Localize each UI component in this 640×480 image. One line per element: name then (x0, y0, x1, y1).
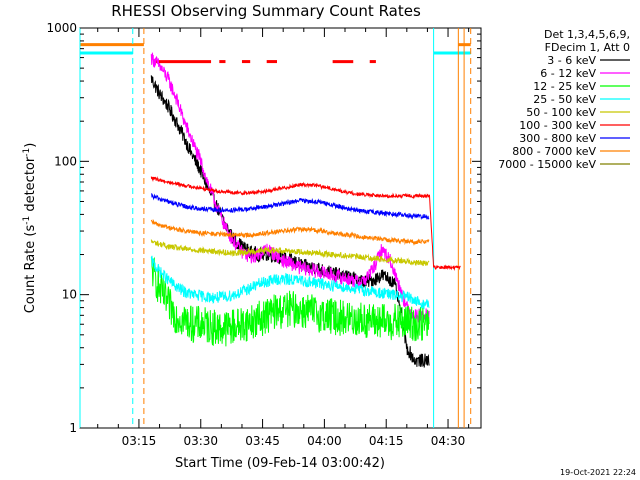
chart-title: RHESSI Observing Summary Count Rates (111, 2, 421, 20)
x-axis: 03:15 03:30 03:45 04:00 04:15 04:30 (97, 28, 470, 448)
footer-timestamp: 19-Oct-2021 22:24 (560, 468, 636, 477)
y-axis: 1 10 100 1000 (46, 21, 481, 435)
x-tick-label: 03:45 (245, 434, 280, 448)
x-tick-label: 04:15 (369, 434, 404, 448)
series-line-3 (150, 255, 430, 310)
vertical-markers (79, 28, 472, 428)
level-lines (80, 43, 471, 64)
y-tick-label: 100 (54, 154, 77, 168)
legend: Det 1,3,4,5,6,9, FDecim 1, Att 0 3 - 6 k… (498, 28, 630, 171)
legend-label: 100 - 300 keV (519, 119, 596, 132)
y-axis-label: Count Rate (s-1 detector-1) (22, 143, 38, 314)
legend-label: 6 - 12 keV (540, 67, 596, 80)
y-tick-label: 1000 (46, 21, 77, 35)
x-tick-label: 03:15 (122, 434, 157, 448)
series-line-1 (150, 52, 430, 323)
x-tick-label: 04:30 (431, 434, 466, 448)
series-line-6 (151, 193, 430, 221)
x-tick-label: 04:00 (307, 434, 342, 448)
series-line-5 (150, 176, 461, 272)
x-tick-label: 03:30 (183, 434, 218, 448)
plot-frame (79, 27, 482, 429)
series-line-7 (150, 218, 430, 246)
legend-header-line-2: FDecim 1, Att 0 (545, 41, 630, 54)
series-layer (150, 52, 461, 368)
legend-label: 3 - 6 keV (547, 54, 596, 67)
legend-label: 300 - 800 keV (519, 132, 596, 145)
legend-label: 25 - 50 keV (533, 93, 596, 106)
legend-label: 800 - 7000 keV (512, 145, 596, 158)
y-tick-label: 1 (69, 421, 77, 435)
x-axis-label: Start Time (09-Feb-14 03:00:42) (175, 456, 385, 471)
plot-area (79, 27, 482, 429)
legend-header-line-1: Det 1,3,4,5,6,9, (544, 28, 630, 41)
series-line-2 (150, 256, 430, 347)
legend-label: 12 - 25 keV (533, 80, 596, 93)
legend-label: 7000 - 15000 keV (498, 158, 596, 171)
y-tick-label: 10 (62, 288, 77, 302)
series-line-4 (150, 239, 430, 267)
legend-label: 50 - 100 keV (526, 106, 596, 119)
